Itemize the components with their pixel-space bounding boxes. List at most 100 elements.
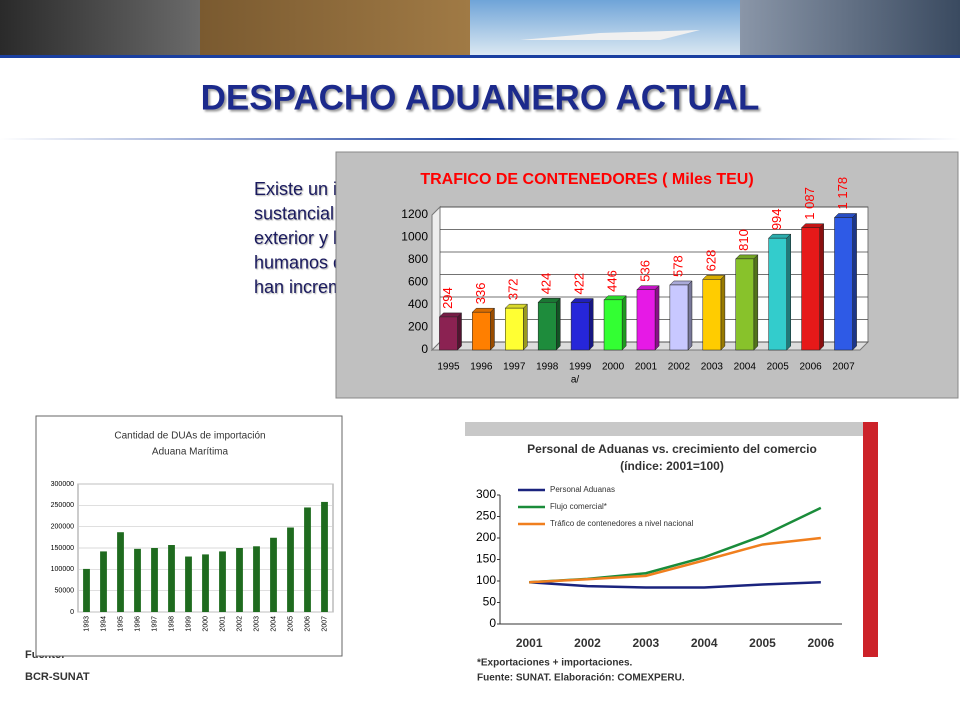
bar-side xyxy=(786,233,791,351)
bar xyxy=(287,527,294,612)
x-tick-label: 2002 xyxy=(668,362,691,373)
x-tick-label: 1998 xyxy=(168,616,175,632)
x-tick-label: 1998 xyxy=(536,362,559,373)
bar xyxy=(304,507,311,612)
x-tick-label: 2003 xyxy=(632,636,659,650)
bar xyxy=(100,551,107,612)
y-tick-label: 150 xyxy=(476,552,496,566)
value-label: 628 xyxy=(703,250,718,272)
x-tick-label: 2001 xyxy=(219,616,226,632)
y-tick-label: 250000 xyxy=(51,502,74,509)
bar xyxy=(801,227,820,351)
value-label: 536 xyxy=(637,260,652,282)
bar xyxy=(134,548,141,612)
x-tick-label: 2002 xyxy=(236,616,243,632)
value-label: 294 xyxy=(440,287,455,309)
x-tick-label: 2006 xyxy=(304,616,311,632)
bar xyxy=(735,258,755,351)
y-tick-label: 1000 xyxy=(401,230,428,244)
header-bar xyxy=(465,422,863,436)
value-label: 446 xyxy=(605,270,620,292)
bar-side xyxy=(523,303,528,351)
bar xyxy=(505,307,524,351)
x-tick-label: 2006 xyxy=(799,362,822,373)
chart-title: TRAFICO DE CONTENEDORES ( Miles TEU) xyxy=(420,171,753,188)
side-bar xyxy=(863,422,878,657)
source: BCR-SUNAT xyxy=(25,671,90,683)
bar xyxy=(236,548,243,612)
legend-label: Flujo comercial* xyxy=(550,502,607,511)
bar-side xyxy=(556,297,561,351)
y-tick-label: 100 xyxy=(476,573,496,587)
x-tick-label: 1996 xyxy=(134,616,141,632)
legend-label: Personal Aduanas xyxy=(550,485,615,494)
bar xyxy=(321,501,328,612)
y-tick-label: 300 xyxy=(476,487,496,501)
x-tick-label: 2000 xyxy=(202,616,209,632)
x-tick-label: 2004 xyxy=(734,362,757,373)
series-line xyxy=(529,581,821,589)
bar xyxy=(834,217,853,351)
x-tick-label: 2005 xyxy=(767,362,790,373)
footnote: *Exportaciones + importaciones. xyxy=(477,658,633,669)
bar-side xyxy=(457,312,462,351)
bar xyxy=(472,311,491,351)
x-tick-label: 2000 xyxy=(602,362,625,373)
y-tick-label: 250 xyxy=(476,509,496,523)
bar xyxy=(570,302,590,351)
value-label: 994 xyxy=(769,208,784,230)
bar-side xyxy=(720,274,726,351)
bar xyxy=(168,545,175,612)
x-tick-label: 2007 xyxy=(832,362,855,373)
value-label: 372 xyxy=(506,278,521,300)
x-tick-label: 1996 xyxy=(470,362,493,373)
x-tick-label: 2002 xyxy=(574,636,601,650)
y-tick-label: 0 xyxy=(421,342,428,356)
annotation: a/ xyxy=(571,375,580,386)
bar-side xyxy=(753,254,759,351)
y-tick-label: 200 xyxy=(408,320,428,334)
value-label: 578 xyxy=(670,255,685,277)
y-tick-label: 300000 xyxy=(51,481,74,488)
y-tick-label: 200000 xyxy=(51,524,74,531)
plot-side xyxy=(431,205,441,352)
x-tick-label: 2004 xyxy=(691,636,718,650)
bar-side xyxy=(588,297,594,351)
bar xyxy=(83,568,90,612)
value-label: 810 xyxy=(736,229,751,251)
bar xyxy=(117,532,124,612)
bar-side xyxy=(852,212,857,351)
y-tick-label: 0 xyxy=(70,609,74,616)
bar xyxy=(151,548,158,612)
bar-side xyxy=(654,285,660,351)
y-tick-label: 100000 xyxy=(51,566,74,573)
x-tick-label: 2003 xyxy=(701,362,724,373)
value-label: 1 087 xyxy=(802,187,817,220)
y-tick-label: 600 xyxy=(408,275,428,289)
value-label: 336 xyxy=(473,282,488,304)
bar xyxy=(603,299,623,351)
x-tick-label: 2004 xyxy=(270,616,277,632)
divider xyxy=(0,138,960,140)
bar xyxy=(537,302,557,351)
legend-label: Tráfico de contenedores a nivel nacional xyxy=(550,519,694,528)
x-tick-label: 2001 xyxy=(516,636,543,650)
y-tick-label: 400 xyxy=(408,297,428,311)
x-tick-label: 2005 xyxy=(749,636,776,650)
x-tick-label: 1997 xyxy=(503,362,526,373)
chart-subtitle: (índice: 2001=100) xyxy=(620,459,724,473)
y-tick-label: 50 xyxy=(483,595,497,609)
x-tick-label: 2006 xyxy=(807,636,834,650)
banner xyxy=(0,0,960,58)
y-tick-label: 150000 xyxy=(51,545,74,552)
bar-side xyxy=(621,295,627,351)
series-line xyxy=(529,536,821,584)
value-label: 1 178 xyxy=(835,177,850,210)
footnote: Fuente: SUNAT. Elaboración: COMEXPERU. xyxy=(477,673,685,684)
x-tick-label: 1993 xyxy=(83,616,90,632)
bar xyxy=(669,284,689,351)
slide-title: DESPACHO ADUANERO ACTUAL xyxy=(201,78,760,117)
y-tick-label: 1200 xyxy=(401,207,428,221)
x-tick-label: 1999 xyxy=(569,362,592,373)
